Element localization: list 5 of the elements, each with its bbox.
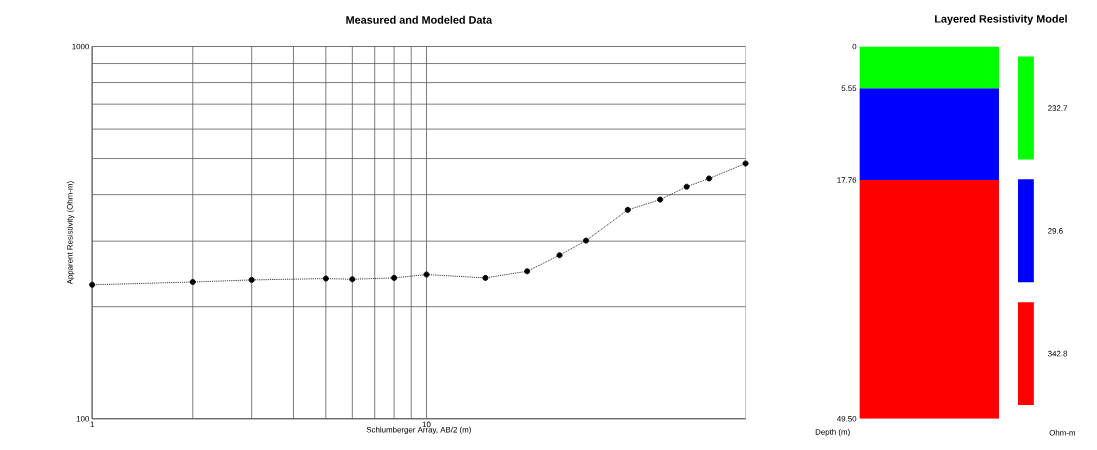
bar [859,88,999,180]
bar [859,179,999,419]
bar [859,46,999,89]
chart-title: Measured and Modeled Data [346,15,493,24]
chart-title: Layered Resistivity Model [935,14,1067,25]
